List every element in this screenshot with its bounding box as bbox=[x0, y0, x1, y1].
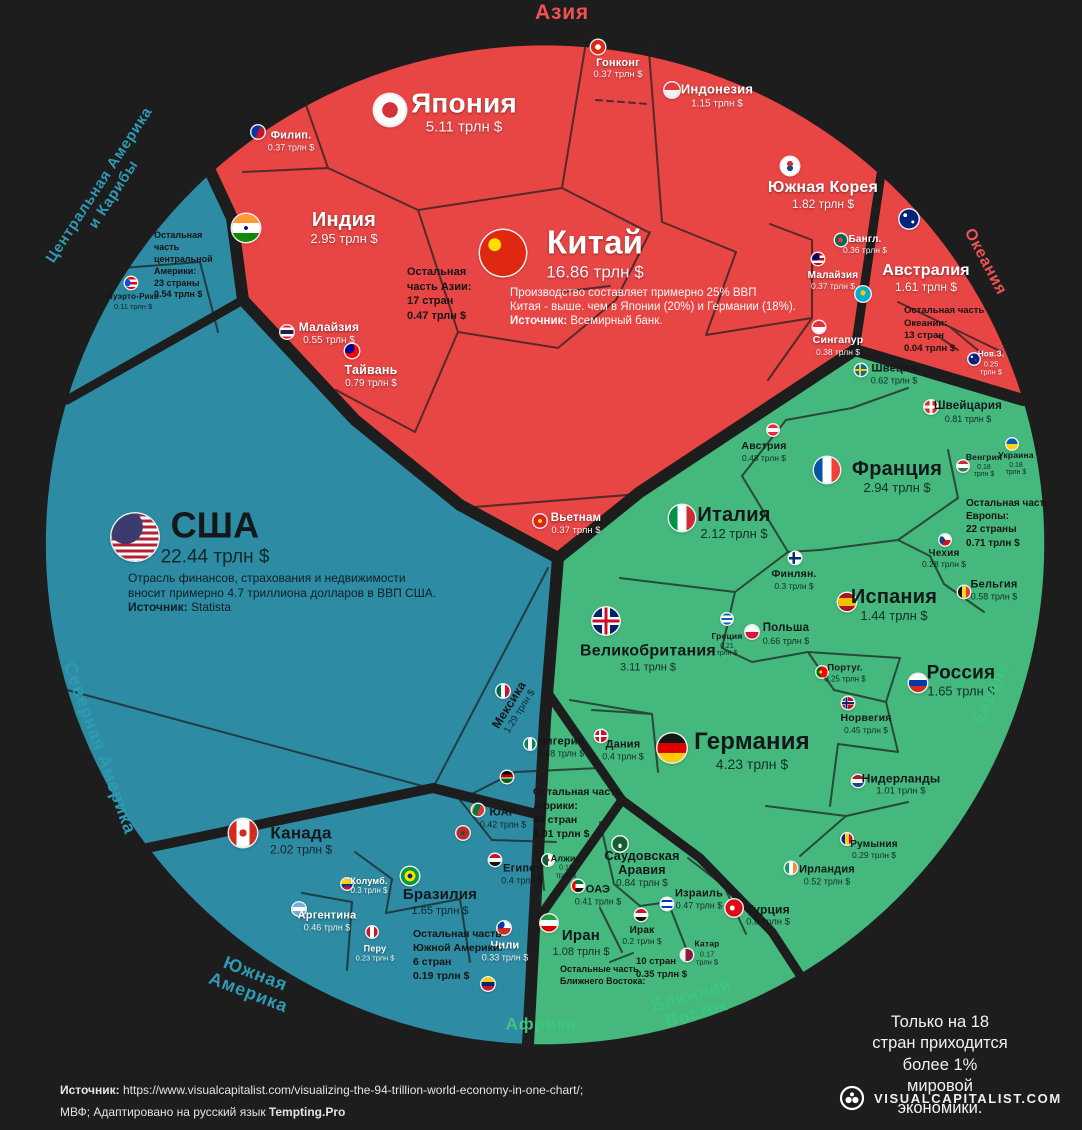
footer-sources: Источник: https://www.visualcapitalist.c… bbox=[60, 1080, 583, 1123]
footer-source-label: Источник: bbox=[60, 1083, 120, 1097]
visualcapitalist-url: VISUALCAPITALIST.COM bbox=[874, 1090, 1062, 1106]
callout-18-countries: Только на 18 стран приходится более 1% м… bbox=[869, 1012, 1011, 1119]
sector-europe-africa-me bbox=[528, 350, 1045, 1045]
visualcapitalist-logo-icon bbox=[839, 1085, 865, 1111]
callout-line1: Только на 18 стран приходится bbox=[872, 1013, 1008, 1053]
sector-asia-oceania bbox=[211, 45, 1023, 558]
callout-line2: более 1% мировой экономики. bbox=[897, 1055, 983, 1117]
footer-adaptation-brand: Tempting.Pro bbox=[268, 1104, 346, 1119]
footer-line2: МВФ; Адаптировано на русский язык Tempti… bbox=[60, 1102, 583, 1124]
visualcapitalist-brand: VISUALCAPITALIST.COM bbox=[838, 1084, 1062, 1112]
footer-line1: Источник: https://www.visualcapitalist.c… bbox=[60, 1080, 583, 1102]
sector-americas bbox=[45, 173, 558, 1044]
footer-source-url: https://www.visualcapitalist.com/visuali… bbox=[119, 1083, 584, 1097]
cell-borders bbox=[66, 29, 1003, 971]
footer-adaptation-text: МВФ; Адаптировано на русский язык bbox=[60, 1104, 269, 1119]
